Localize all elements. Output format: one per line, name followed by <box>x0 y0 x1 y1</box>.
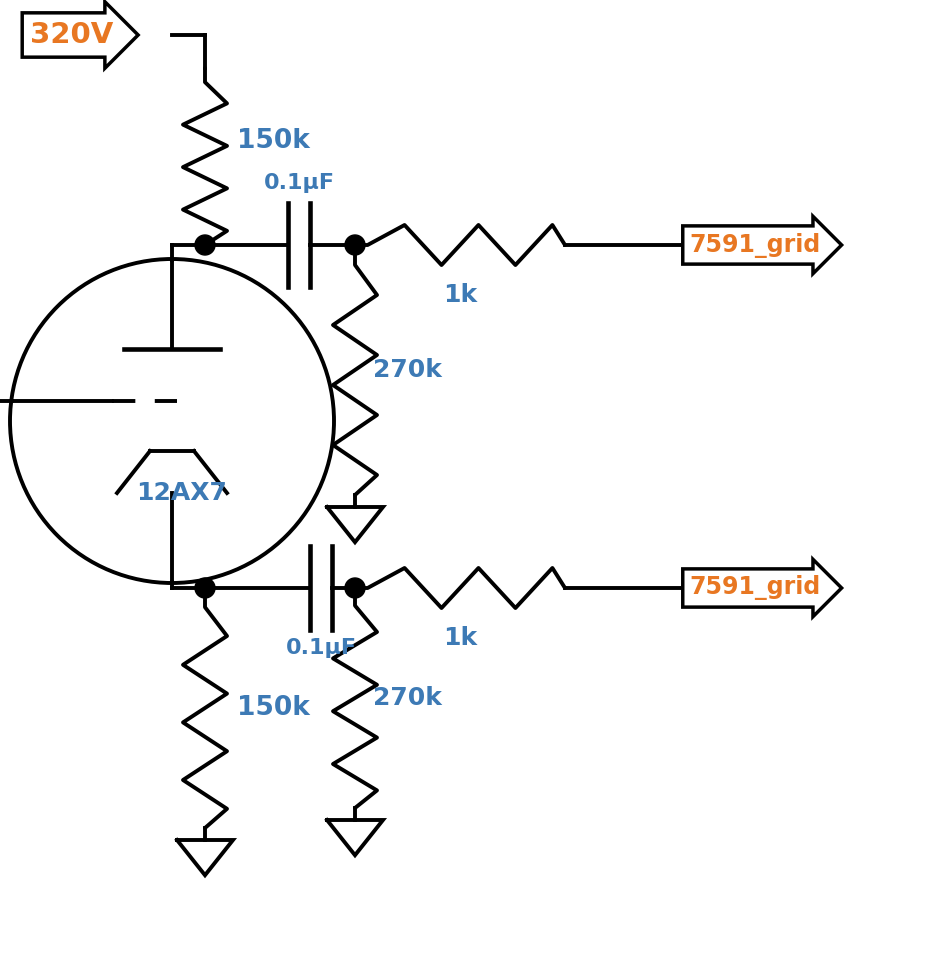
Text: 150k: 150k <box>237 695 310 721</box>
Circle shape <box>195 578 214 598</box>
Text: 270k: 270k <box>373 686 442 710</box>
Text: 0.1μF: 0.1μF <box>285 638 356 658</box>
Text: 1k: 1k <box>443 283 476 307</box>
Text: 0.1μF: 0.1μF <box>263 173 334 193</box>
Text: 150k: 150k <box>237 128 310 155</box>
Text: 7591_grid: 7591_grid <box>689 575 820 600</box>
Text: 320V: 320V <box>30 21 113 49</box>
Circle shape <box>344 578 365 598</box>
Circle shape <box>344 235 365 255</box>
Text: 7591_grid: 7591_grid <box>689 233 820 258</box>
Text: 12AX7: 12AX7 <box>137 481 227 505</box>
Text: 270k: 270k <box>373 358 442 382</box>
Circle shape <box>195 235 214 255</box>
Text: 1k: 1k <box>443 626 476 650</box>
